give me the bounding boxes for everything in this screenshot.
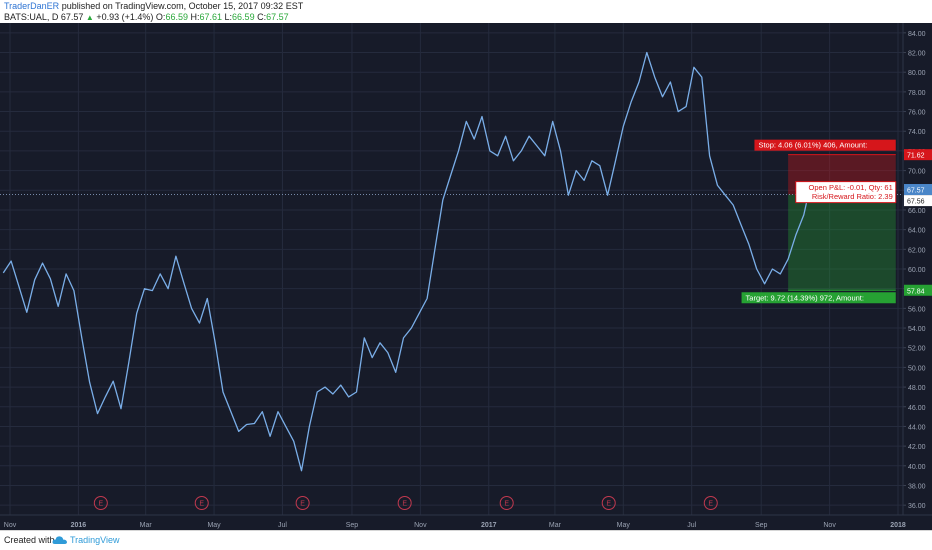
stop-price-tag-label: 71.62 <box>907 153 925 160</box>
last-price-text: 67.57 <box>60 12 84 22</box>
published-text: published on TradingView.com, October 15… <box>61 1 304 11</box>
chart-canvas[interactable]: 84.0082.0080.0078.0076.0074.0072.0070.00… <box>0 23 932 530</box>
earnings-icon <box>703 496 718 510</box>
y-tick-label: 38.00 <box>908 483 926 490</box>
y-tick-label: 56.00 <box>908 306 926 313</box>
earnings-icon <box>601 496 616 510</box>
y-tick-label: 70.00 <box>908 169 926 176</box>
publish-line: TraderDanER published on TradingView.com… <box>4 1 303 12</box>
y-tick-label: 64.00 <box>908 228 926 235</box>
y-tick-label: 76.00 <box>908 110 926 117</box>
y-tick-label: 44.00 <box>908 424 926 431</box>
target-zone <box>788 194 896 291</box>
last-price-tag <box>904 184 932 196</box>
x-tick-label: Nov <box>4 522 17 529</box>
earnings-marker-label: E <box>504 501 509 508</box>
y-tick-label: 52.00 <box>908 346 926 353</box>
earnings-icon <box>295 496 310 510</box>
y-tick-label: 50.00 <box>908 365 926 372</box>
entry-price-tag-label: 67.56 <box>907 199 925 206</box>
x-tick-label: Mar <box>549 522 562 529</box>
x-tick-label: Nov <box>823 522 836 529</box>
earnings-icon <box>194 496 209 510</box>
y-tick-label: 48.00 <box>908 385 926 392</box>
high-value: 67.61 <box>199 12 223 22</box>
target-price-tag <box>904 284 932 296</box>
x-tick-label: Jul <box>278 522 287 529</box>
target-price-tag-label: 57.84 <box>907 288 925 295</box>
pnl-box-frame <box>795 181 897 204</box>
earnings-marker-label: E <box>708 501 713 508</box>
y-tick-label: 78.00 <box>908 90 926 97</box>
low-label: L: <box>224 12 233 22</box>
open-label: O: <box>155 12 166 22</box>
y-tick-label: 74.00 <box>908 129 926 136</box>
x-tick-label: 2016 <box>71 522 87 529</box>
y-tick-label: 46.00 <box>908 405 926 412</box>
x-tick-label: Mar <box>140 522 153 529</box>
y-tick-label: 60.00 <box>908 267 926 274</box>
x-tick-label: Sep <box>755 522 768 529</box>
price-series-line <box>2 51 809 472</box>
earnings-marker-label: E <box>606 501 611 508</box>
x-tick-label: 2017 <box>481 522 497 529</box>
author-link[interactable]: TraderDanER <box>4 1 60 11</box>
last-price-tag-label: 67.57 <box>907 188 925 195</box>
earnings-marker-label: E <box>402 501 407 508</box>
y-tick-label: 36.00 <box>908 503 926 510</box>
tradingview-brand[interactable]: TradingView <box>70 535 120 545</box>
y-tick-label: 82.00 <box>908 51 926 58</box>
y-tick-label: 42.00 <box>908 444 926 451</box>
y-tick-label: 54.00 <box>908 326 926 333</box>
earnings-marker-label: E <box>98 501 103 508</box>
x-tick-label: May <box>207 522 221 529</box>
y-tick-label: 66.00 <box>908 208 926 215</box>
low-value: 66.59 <box>232 12 255 22</box>
target-label: Target: 9.72 (14.39%) 972, Amount: <box>746 293 864 302</box>
y-tick-label: 40.00 <box>908 464 926 471</box>
x-tick-label: Jul <box>687 522 696 529</box>
symbol-ohlc-line: BATS:UAL, D 67.57 ▲ +0.93 (+1.4%) O:66.5… <box>4 12 289 23</box>
earnings-icon <box>397 496 412 510</box>
earnings-icon <box>499 496 514 510</box>
tradingview-cloud-icon <box>52 536 67 544</box>
chart-header: TraderDanER published on TradingView.com… <box>0 0 932 23</box>
x-tick-label: Nov <box>414 522 427 529</box>
earnings-marker-label: E <box>300 501 305 508</box>
open-value: 66.59 <box>165 12 188 22</box>
stop-price-tag <box>904 149 932 161</box>
footer: Created with TradingView <box>0 530 932 550</box>
x-tick-label: May <box>617 522 631 529</box>
symbol-label: BATS:UAL, D <box>4 12 59 22</box>
y-tick-label: 80.00 <box>908 70 926 77</box>
x-tick-label: 2018 <box>890 522 906 529</box>
earnings-marker-label: E <box>199 501 204 508</box>
stop-label: Stop: 4.06 (6.01%) 406, Amount: <box>758 141 867 150</box>
x-tick-label: Sep <box>346 522 359 529</box>
high-label: H: <box>190 12 200 22</box>
close-label: C: <box>257 12 267 22</box>
change-text: +0.93 (+1.4%) <box>96 12 154 22</box>
y-tick-label: 84.00 <box>908 31 926 38</box>
created-with-text: Created with <box>4 535 55 545</box>
up-arrow-icon: ▲ <box>85 13 94 22</box>
stop-label-box <box>754 139 896 151</box>
price-chart[interactable]: 84.0082.0080.0078.0076.0074.0072.0070.00… <box>0 23 932 530</box>
target-label-box <box>741 292 896 304</box>
earnings-icon <box>93 496 108 510</box>
rr-label: Risk/Reward Ratio: 2.39 <box>812 192 893 201</box>
y-tick-label: 62.00 <box>908 247 926 254</box>
entry-price-tag <box>904 195 932 207</box>
pnl-label: Open P&L: -0.01, Qty: 61 <box>809 183 893 192</box>
close-value: 67.57 <box>266 12 289 22</box>
